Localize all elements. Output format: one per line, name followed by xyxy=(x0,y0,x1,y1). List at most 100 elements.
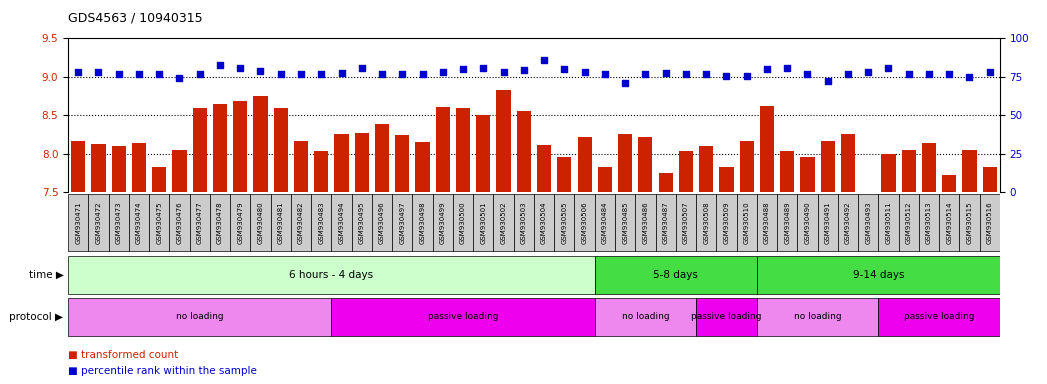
Text: GSM930482: GSM930482 xyxy=(298,202,304,244)
Bar xyxy=(598,167,611,192)
Point xyxy=(677,71,694,77)
Bar xyxy=(595,298,696,336)
Point xyxy=(758,66,775,72)
Point xyxy=(70,69,87,75)
Bar xyxy=(757,194,777,251)
Bar xyxy=(230,194,250,251)
Bar xyxy=(193,108,207,192)
Text: GSM930484: GSM930484 xyxy=(602,202,608,244)
Point xyxy=(637,71,653,77)
Text: GSM930474: GSM930474 xyxy=(136,202,142,244)
Point xyxy=(252,68,269,74)
Point xyxy=(840,71,856,78)
Bar xyxy=(493,194,514,251)
Bar xyxy=(413,194,432,251)
Bar xyxy=(578,137,592,192)
Bar xyxy=(878,194,898,251)
Point xyxy=(597,71,614,77)
Point xyxy=(292,71,310,78)
Text: GSM930497: GSM930497 xyxy=(399,201,405,244)
Bar xyxy=(838,194,859,251)
Bar xyxy=(291,194,311,251)
Bar xyxy=(432,194,453,251)
Bar xyxy=(416,142,429,192)
Point xyxy=(900,71,917,78)
Point xyxy=(211,62,228,68)
Text: no loading: no loading xyxy=(794,312,842,321)
Bar xyxy=(859,194,878,251)
Bar xyxy=(473,194,493,251)
Bar xyxy=(901,150,916,192)
Point xyxy=(881,65,897,71)
Text: GSM930503: GSM930503 xyxy=(520,201,527,244)
Bar xyxy=(250,194,270,251)
Text: GSM930487: GSM930487 xyxy=(663,201,669,244)
Bar xyxy=(311,194,332,251)
Point xyxy=(151,71,168,77)
Text: passive loading: passive loading xyxy=(904,312,975,321)
Text: GSM930498: GSM930498 xyxy=(420,201,425,244)
Bar xyxy=(595,256,757,293)
Bar xyxy=(393,194,413,251)
Bar xyxy=(253,96,268,192)
Bar xyxy=(739,141,754,192)
Text: no loading: no loading xyxy=(622,312,669,321)
Bar xyxy=(71,141,85,192)
Point xyxy=(495,69,512,75)
Bar xyxy=(639,137,652,192)
Point xyxy=(799,71,816,78)
Bar xyxy=(372,194,393,251)
Point xyxy=(394,71,410,77)
Bar xyxy=(395,135,409,192)
Bar xyxy=(109,194,129,251)
Text: GSM930485: GSM930485 xyxy=(622,202,628,244)
Text: GSM930473: GSM930473 xyxy=(116,201,121,244)
Bar xyxy=(615,194,636,251)
Bar xyxy=(675,194,696,251)
Text: GSM930516: GSM930516 xyxy=(986,201,993,244)
Point xyxy=(231,65,248,71)
Text: GSM930486: GSM930486 xyxy=(643,201,648,244)
Point xyxy=(454,66,471,72)
Text: GSM930506: GSM930506 xyxy=(582,201,587,244)
Point xyxy=(738,73,755,79)
Point xyxy=(90,69,107,75)
Bar xyxy=(659,173,673,192)
Point xyxy=(313,71,330,78)
Text: ■ transformed count: ■ transformed count xyxy=(68,350,178,360)
Text: GDS4563 / 10940315: GDS4563 / 10940315 xyxy=(68,12,203,25)
Text: ■ percentile rank within the sample: ■ percentile rank within the sample xyxy=(68,366,257,376)
Bar xyxy=(736,194,757,251)
Text: passive loading: passive loading xyxy=(691,312,761,321)
Text: GSM930491: GSM930491 xyxy=(825,201,830,244)
Bar xyxy=(780,151,795,192)
Text: GSM930477: GSM930477 xyxy=(197,201,203,244)
Text: GSM930502: GSM930502 xyxy=(500,202,507,244)
Text: GSM930494: GSM930494 xyxy=(338,202,344,244)
Point xyxy=(820,78,837,84)
Bar xyxy=(233,101,247,192)
Bar xyxy=(757,298,878,336)
Point xyxy=(556,66,573,72)
Point xyxy=(415,71,431,77)
Bar xyxy=(270,194,291,251)
Text: GSM930489: GSM930489 xyxy=(784,201,790,244)
Point xyxy=(192,71,208,77)
Text: passive loading: passive loading xyxy=(428,312,498,321)
Bar xyxy=(190,194,209,251)
Bar xyxy=(514,194,534,251)
Bar xyxy=(983,167,997,192)
Text: GSM930493: GSM930493 xyxy=(865,201,871,244)
Point xyxy=(171,74,187,81)
Bar xyxy=(557,157,572,192)
Bar xyxy=(517,111,531,192)
Point xyxy=(131,71,148,77)
Bar xyxy=(68,298,332,336)
Text: GSM930501: GSM930501 xyxy=(481,201,486,244)
Text: protocol ▶: protocol ▶ xyxy=(9,312,64,322)
Point xyxy=(779,65,796,71)
Bar xyxy=(209,194,230,251)
Text: GSM930510: GSM930510 xyxy=(743,201,750,244)
Bar xyxy=(496,90,511,192)
Bar xyxy=(719,167,734,192)
